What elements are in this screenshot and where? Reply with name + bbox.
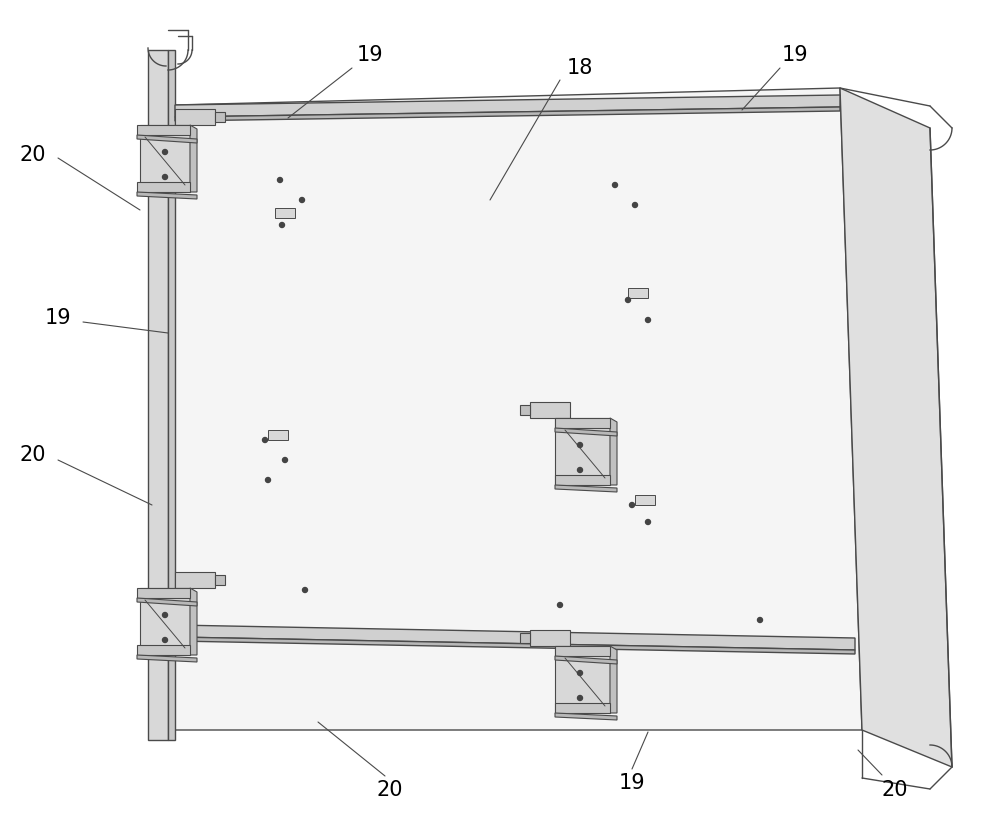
Circle shape [633,203,638,208]
Circle shape [283,457,288,462]
Circle shape [558,603,562,608]
Polygon shape [137,655,197,662]
Polygon shape [268,430,288,440]
Polygon shape [140,125,190,192]
Polygon shape [555,646,610,713]
Polygon shape [175,107,840,121]
Polygon shape [137,135,197,143]
Polygon shape [610,646,617,713]
Circle shape [280,222,285,227]
Polygon shape [215,575,225,585]
Polygon shape [168,50,175,740]
Polygon shape [555,428,617,436]
Polygon shape [555,418,610,428]
Circle shape [162,175,168,180]
Circle shape [630,502,635,507]
Circle shape [578,695,582,700]
Circle shape [302,588,308,593]
Polygon shape [555,646,610,656]
Polygon shape [610,418,617,485]
Polygon shape [148,50,168,740]
Polygon shape [555,475,610,485]
Text: 19: 19 [782,45,808,65]
Circle shape [162,149,168,154]
Polygon shape [137,192,197,199]
Polygon shape [190,588,197,655]
Polygon shape [137,125,190,135]
Circle shape [278,177,283,182]
Circle shape [266,478,270,483]
Text: 20: 20 [882,780,908,800]
Polygon shape [175,95,840,117]
Polygon shape [140,588,190,655]
Text: 19: 19 [619,773,645,793]
Polygon shape [175,572,215,588]
Polygon shape [530,630,570,646]
Circle shape [578,671,582,676]
Polygon shape [555,656,617,664]
Polygon shape [520,633,530,643]
Circle shape [646,318,650,323]
Polygon shape [555,713,617,720]
Polygon shape [555,703,610,713]
Polygon shape [175,637,855,654]
Polygon shape [555,418,610,485]
Polygon shape [530,402,570,418]
Circle shape [646,520,650,525]
Polygon shape [137,598,197,606]
Circle shape [262,438,268,443]
Polygon shape [635,495,655,505]
Circle shape [162,612,168,617]
Circle shape [578,443,582,447]
Polygon shape [137,588,190,598]
Circle shape [626,297,631,302]
Polygon shape [275,208,295,218]
Text: 19: 19 [45,308,71,328]
Text: 20: 20 [377,780,403,800]
Polygon shape [137,182,190,192]
Polygon shape [175,109,215,125]
Circle shape [612,182,618,187]
Circle shape [758,617,763,622]
Polygon shape [175,88,862,730]
Circle shape [300,198,304,203]
Circle shape [578,467,582,473]
Polygon shape [137,645,190,655]
Text: 18: 18 [567,58,593,78]
Polygon shape [520,405,530,415]
Polygon shape [190,125,197,192]
Polygon shape [215,112,225,122]
Circle shape [162,637,168,643]
Text: 19: 19 [357,45,383,65]
Polygon shape [555,485,617,492]
Polygon shape [628,288,648,298]
Polygon shape [840,88,952,767]
Polygon shape [175,625,855,650]
Text: 20: 20 [20,445,46,465]
Text: 20: 20 [20,145,46,165]
